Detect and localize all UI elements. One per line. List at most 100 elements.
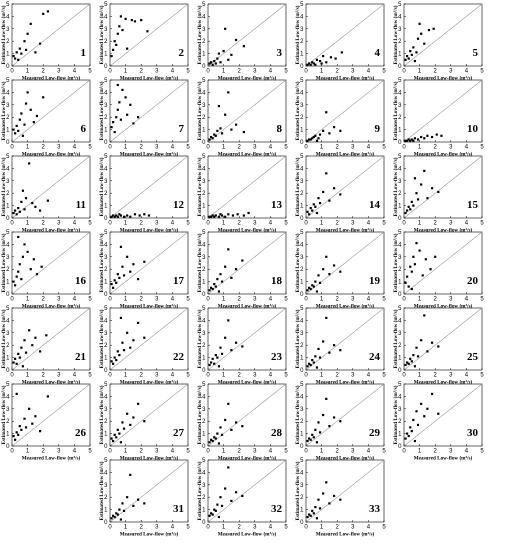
data-point bbox=[317, 421, 320, 424]
y-tick-label: 1 bbox=[300, 356, 304, 362]
data-point bbox=[311, 209, 314, 212]
y-tick-label: 4 bbox=[104, 14, 108, 20]
panel-number: 17 bbox=[173, 275, 185, 287]
data-point bbox=[211, 357, 214, 360]
y-tick-label: 3 bbox=[202, 27, 206, 33]
x-tick-label: 4 bbox=[171, 449, 175, 455]
data-point bbox=[413, 365, 417, 368]
data-point bbox=[332, 494, 336, 498]
reference-line bbox=[403, 79, 483, 143]
reference-line bbox=[305, 3, 385, 67]
y-tick-label: 0 bbox=[202, 216, 206, 222]
y-tick-label: 0 bbox=[104, 140, 108, 146]
x-tick-label: 0 bbox=[206, 373, 210, 379]
data-point bbox=[122, 215, 126, 218]
data-point bbox=[322, 492, 325, 495]
data-point bbox=[217, 215, 221, 218]
y-tick-label: 0 bbox=[398, 140, 402, 146]
y-tick-label: 5 bbox=[6, 2, 10, 8]
reference-line bbox=[305, 155, 385, 219]
panel-31: 00 1 1 2 2 3 3 4 4 5 5 Measured Low-flow (m³/s) Esti… bbox=[98, 458, 190, 538]
data-point bbox=[413, 439, 417, 443]
data-point bbox=[234, 421, 238, 424]
y-tick-label: 2 bbox=[300, 115, 304, 121]
y-tick-label: 0 bbox=[398, 368, 402, 374]
x-tick-label: 4 bbox=[73, 145, 77, 151]
y-tick-label: 3 bbox=[202, 483, 206, 489]
panel-number: 1 bbox=[81, 47, 87, 59]
y-tick-label: 3 bbox=[6, 407, 10, 413]
data-point bbox=[118, 276, 121, 279]
data-point bbox=[426, 134, 429, 137]
plot-frame bbox=[305, 3, 385, 67]
data-point bbox=[328, 273, 331, 276]
data-point bbox=[309, 514, 312, 517]
x-tick-label: 2 bbox=[140, 69, 144, 75]
data-point bbox=[28, 329, 31, 332]
data-point bbox=[126, 255, 129, 258]
x-tick-label: 5 bbox=[284, 145, 288, 151]
y-tick-label: 2 bbox=[398, 39, 402, 45]
data-point bbox=[214, 509, 217, 512]
y-tick-label: 1 bbox=[202, 128, 206, 134]
panel-2: 00 1 1 2 2 3 3 4 4 5 5 Measured Low-flow (m³/s) Esti… bbox=[98, 2, 190, 82]
x-axis-label: Measured Low-flow (m³/s) bbox=[218, 227, 277, 234]
x-tick-label: 0 bbox=[402, 297, 406, 303]
data-point bbox=[34, 205, 37, 208]
y-tick-label: 1 bbox=[202, 204, 206, 210]
panel-number: 12 bbox=[173, 199, 185, 211]
x-axis-label: Measured Low-flow (m³/s) bbox=[414, 379, 473, 386]
data-point bbox=[21, 365, 25, 368]
x-tick-label: 1 bbox=[26, 145, 30, 151]
y-tick-label: 1 bbox=[104, 52, 108, 58]
x-tick-label: 5 bbox=[382, 373, 386, 379]
data-point bbox=[216, 278, 219, 281]
data-point bbox=[132, 504, 135, 507]
y-tick-label: 5 bbox=[398, 2, 402, 8]
x-tick-label: 2 bbox=[238, 145, 242, 151]
y-tick-label: 5 bbox=[104, 458, 108, 464]
data-point bbox=[315, 441, 319, 444]
data-point bbox=[311, 137, 314, 140]
y-tick-label: 5 bbox=[104, 382, 108, 388]
plot-frame bbox=[207, 459, 287, 523]
data-point bbox=[306, 63, 309, 66]
panel-number: 31 bbox=[173, 503, 184, 515]
data-point bbox=[309, 63, 312, 66]
y-tick-label: 4 bbox=[104, 470, 108, 476]
data-point bbox=[306, 365, 309, 368]
y-axis-label: Estimated Low-flow (m³/s) bbox=[294, 5, 301, 64]
x-tick-label: 1 bbox=[124, 145, 128, 151]
data-point bbox=[18, 356, 21, 359]
data-point bbox=[219, 61, 222, 64]
y-tick-label: 4 bbox=[300, 394, 304, 400]
data-point bbox=[122, 349, 126, 352]
y-axis-label: Estimated Low-flow (m³/s) bbox=[98, 385, 105, 444]
x-tick-label: 3 bbox=[57, 145, 61, 151]
data-point bbox=[110, 517, 113, 520]
data-point bbox=[12, 211, 15, 215]
data-point bbox=[407, 434, 410, 438]
x-axis-label: Measured Low-flow (m³/s) bbox=[316, 531, 375, 538]
y-tick-label: 0 bbox=[202, 64, 206, 70]
data-point bbox=[409, 50, 412, 53]
reference-line bbox=[403, 155, 483, 219]
x-axis-label: Measured Low-flow (m³/s) bbox=[218, 75, 277, 82]
y-tick-label: 5 bbox=[6, 306, 10, 312]
x-tick-label: 1 bbox=[222, 221, 226, 227]
y-tick-label: 4 bbox=[6, 394, 10, 400]
y-tick-label: 0 bbox=[104, 444, 108, 450]
y-axis-label: Estimated Low-flow (m³/s) bbox=[98, 5, 105, 64]
data-point bbox=[410, 200, 413, 203]
data-point bbox=[423, 415, 426, 418]
data-point bbox=[18, 263, 21, 266]
x-tick-label: 4 bbox=[171, 297, 175, 303]
data-point bbox=[322, 340, 325, 343]
data-point bbox=[17, 58, 20, 61]
data-point bbox=[126, 412, 129, 415]
y-axis-label: Estimated Low-flow (m³/s) bbox=[392, 309, 399, 368]
data-point bbox=[116, 428, 119, 431]
reference-line bbox=[109, 231, 189, 295]
data-point bbox=[332, 416, 336, 419]
x-tick-label: 3 bbox=[449, 297, 453, 303]
